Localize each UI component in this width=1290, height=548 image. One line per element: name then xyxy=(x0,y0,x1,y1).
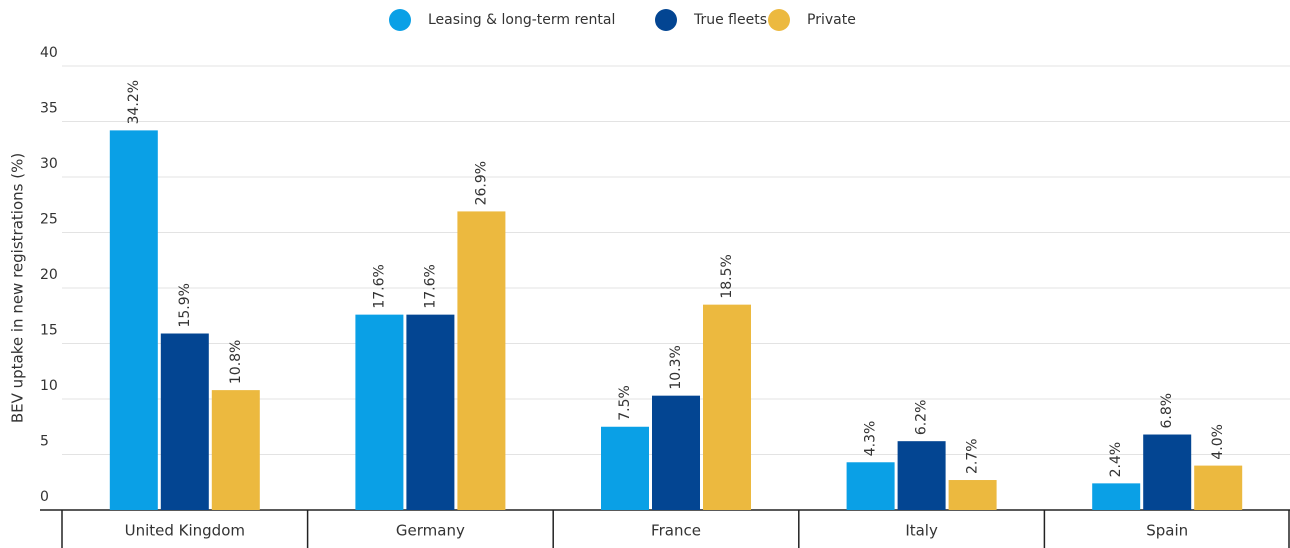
bar xyxy=(211,390,260,510)
x-tick-label: France xyxy=(651,522,701,540)
value-label: 2.4% xyxy=(1108,442,1124,478)
bar xyxy=(652,395,700,510)
bar xyxy=(355,314,404,510)
value-label: 2.7% xyxy=(965,438,981,474)
y-axis-label: BEV uptake in new registrations (%) xyxy=(9,153,27,423)
y-tick-label: 35 xyxy=(40,101,58,117)
value-label: 6.8% xyxy=(1159,393,1175,429)
value-label: 18.5% xyxy=(719,254,735,298)
bar xyxy=(601,426,649,510)
y-tick-label: 0 xyxy=(40,489,49,505)
y-tick-label: 30 xyxy=(40,156,58,172)
value-label: 15.9% xyxy=(177,283,193,327)
y-tick-label: 10 xyxy=(40,378,58,394)
legend-label: Leasing & long-term rental xyxy=(428,12,615,28)
x-tick-label: Spain xyxy=(1146,522,1188,540)
x-tick-label: United Kingdom xyxy=(125,522,245,540)
y-tick-label: 15 xyxy=(40,323,58,339)
value-label: 7.5% xyxy=(617,385,633,421)
bar xyxy=(160,333,209,510)
y-tick-label: 40 xyxy=(40,45,58,61)
value-label: 4.0% xyxy=(1210,424,1226,460)
x-tick-label: Italy xyxy=(905,522,938,540)
value-label: 34.2% xyxy=(126,80,142,124)
bar xyxy=(109,130,158,510)
legend-swatch xyxy=(655,9,677,31)
value-label: 17.6% xyxy=(422,264,438,308)
legend-swatch xyxy=(768,9,790,31)
bar xyxy=(948,480,997,510)
value-label: 26.9% xyxy=(473,161,489,205)
value-label: 6.2% xyxy=(914,400,930,436)
bar xyxy=(1194,465,1243,510)
bar xyxy=(703,304,751,510)
value-label: 4.3% xyxy=(863,421,879,457)
y-tick-label: 5 xyxy=(40,434,49,450)
y-tick-label: 25 xyxy=(40,212,58,228)
y-tick-label: 20 xyxy=(40,267,58,283)
bar xyxy=(406,314,455,510)
legend-label: Private xyxy=(807,12,856,28)
x-tick-label: Germany xyxy=(396,522,465,540)
bar xyxy=(897,441,946,510)
bar xyxy=(1143,434,1192,510)
bar xyxy=(457,211,506,510)
value-label: 10.3% xyxy=(668,345,684,389)
legend-label: True fleets xyxy=(693,12,767,28)
value-label: 17.6% xyxy=(371,264,387,308)
value-label: 10.8% xyxy=(228,340,244,384)
bar xyxy=(1092,483,1141,510)
legend-swatch xyxy=(389,9,411,31)
bar xyxy=(846,462,895,510)
